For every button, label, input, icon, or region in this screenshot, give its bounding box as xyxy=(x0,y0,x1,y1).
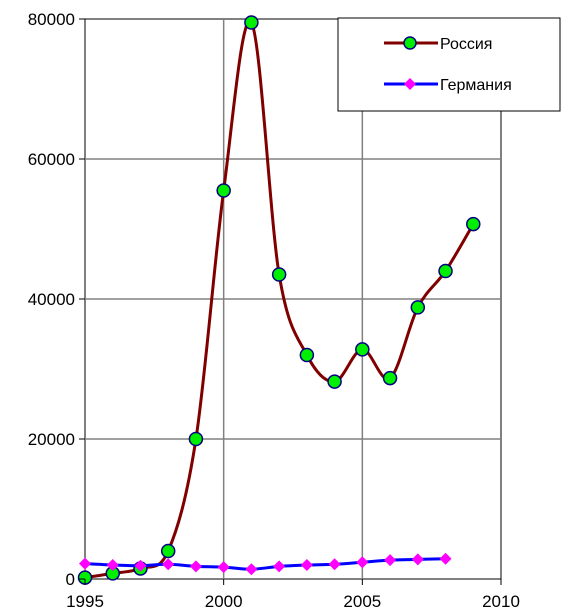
legend-label-russia: Россия xyxy=(440,36,492,53)
legend-marker-germany xyxy=(404,78,416,90)
data-point-germany xyxy=(245,563,258,576)
y-axis-ticks: 0 20000 40000 60000 80000 xyxy=(28,10,85,589)
data-point-russia xyxy=(299,347,315,363)
data-point-russia xyxy=(327,374,342,389)
y-tick-label: 40000 xyxy=(28,290,75,309)
data-point-germany xyxy=(134,559,147,572)
data-point-russia xyxy=(466,216,481,232)
y-tick-label: 0 xyxy=(66,570,75,589)
x-tick-label: 2005 xyxy=(343,592,381,611)
data-point-russia xyxy=(271,267,287,282)
data-point-germany xyxy=(162,558,175,571)
y-tick-label: 20000 xyxy=(28,430,75,449)
data-point-russia xyxy=(188,431,204,447)
data-point-russia xyxy=(410,300,426,315)
data-point-russia xyxy=(355,342,370,357)
legend: Россия Германия xyxy=(337,17,561,112)
data-point-germany xyxy=(356,556,369,569)
x-tick-label: 2010 xyxy=(482,592,520,611)
data-point-germany xyxy=(189,560,202,573)
data-point-germany xyxy=(300,559,313,571)
y-tick-label: 60000 xyxy=(28,150,75,169)
gridlines xyxy=(85,19,501,579)
legend-marker-russia xyxy=(403,36,417,50)
legend-box xyxy=(337,17,561,112)
data-point-russia xyxy=(244,15,259,30)
x-tick-label: 2000 xyxy=(205,592,243,611)
series-layer xyxy=(77,15,481,585)
data-point-russia xyxy=(438,263,453,279)
y-tick-label: 80000 xyxy=(28,10,75,29)
data-point-russia xyxy=(382,370,398,386)
legend-label-germany: Германия xyxy=(440,77,512,94)
data-point-russia xyxy=(160,543,176,559)
data-point-germany xyxy=(411,553,424,566)
data-point-germany xyxy=(273,560,286,573)
data-point-germany xyxy=(384,554,397,567)
data-point-germany xyxy=(439,552,452,565)
x-tick-label: 1995 xyxy=(66,592,104,611)
data-point-germany xyxy=(217,561,230,574)
data-point-germany xyxy=(106,559,119,571)
data-point-germany xyxy=(328,558,341,571)
x-axis-ticks: 1995 2000 2005 2010 xyxy=(66,579,520,611)
data-point-russia xyxy=(216,183,231,198)
data-point-germany xyxy=(79,557,91,570)
